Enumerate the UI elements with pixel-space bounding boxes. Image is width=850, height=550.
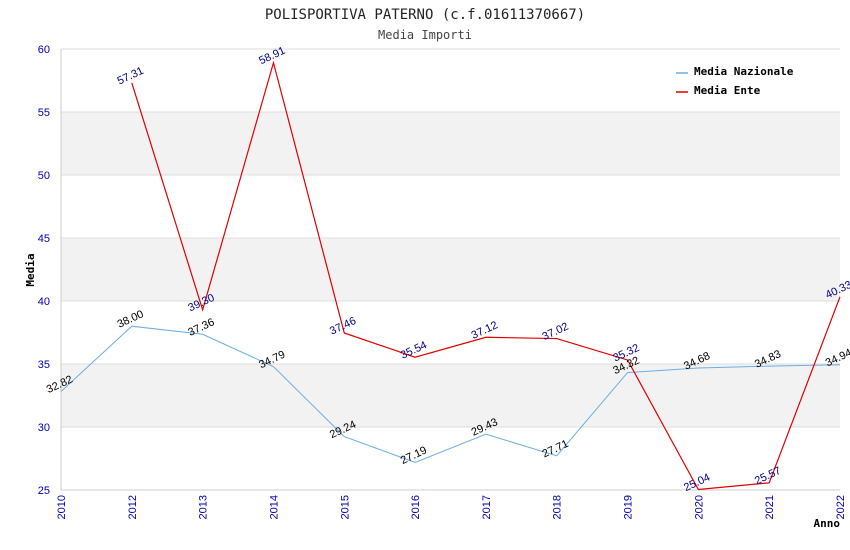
x-tick-label: 2016: [410, 495, 422, 519]
series-lines: [60, 60, 841, 491]
x-tick-label: 2019: [623, 495, 635, 519]
plot-band: [61, 238, 840, 301]
chart-title: POLISPORTIVA PATERNO (c.f.01611370667): [265, 7, 585, 23]
x-axis-label: Anno: [814, 517, 841, 530]
x-tick-label: 2021: [764, 495, 776, 519]
y-tick-label: 60: [38, 44, 50, 56]
x-tick-label: 2010: [56, 495, 68, 519]
data-label: 37.36: [186, 316, 216, 339]
x-tick-label: 2013: [198, 495, 210, 519]
x-tick-label: 2017: [481, 495, 493, 519]
y-tick-label: 55: [38, 107, 50, 119]
plot-bands: [61, 112, 840, 427]
y-tick-label: 35: [38, 359, 50, 371]
x-tick-labels: 2010 2012 2013 2014 2015 2016 2017 2018 2019 2020…: [56, 495, 847, 519]
series-line-media-nazionale: [60, 325, 841, 463]
y-axis-label: Media: [24, 253, 37, 286]
x-tick-label: 2020: [693, 495, 705, 519]
y-tick-label: 50: [38, 170, 50, 182]
x-tick-label: 2012: [127, 495, 139, 519]
data-label: 37.46: [328, 315, 358, 338]
data-label: 37.02: [540, 321, 570, 344]
y-tick-label: 25: [38, 485, 50, 497]
y-tick-label: 40: [38, 296, 50, 308]
y-tick-label: 30: [38, 422, 50, 434]
x-tick-label: 2014: [268, 495, 280, 519]
data-label: 27.71: [540, 438, 570, 461]
data-label: 25.04: [682, 472, 712, 495]
plot-band: [61, 112, 840, 175]
data-label: 37.12: [470, 319, 500, 342]
legend-label-media-nazionale: Media Nazionale: [694, 65, 794, 78]
y-tick-labels: 25 30 35 40 45 50 55 60: [38, 44, 50, 497]
y-tick-label: 45: [38, 233, 50, 245]
series-line-media-ente: [131, 60, 841, 491]
chart-subtitle: Media Importi: [378, 28, 472, 42]
data-label: 25.57: [753, 465, 783, 488]
plot-band: [61, 364, 840, 427]
data-label: 27.19: [399, 444, 429, 467]
legend: Media Nazionale Media Ente: [676, 65, 794, 97]
x-tick-label: 2018: [552, 495, 564, 519]
grid-lines: [61, 48, 840, 491]
data-label: 57.31: [116, 65, 146, 88]
data-label: 35.54: [399, 339, 429, 362]
data-label: 58.91: [257, 45, 287, 68]
x-tick-label: 2022: [835, 495, 847, 519]
x-tick-label: 2015: [339, 495, 351, 519]
legend-label-media-ente: Media Ente: [694, 84, 761, 97]
